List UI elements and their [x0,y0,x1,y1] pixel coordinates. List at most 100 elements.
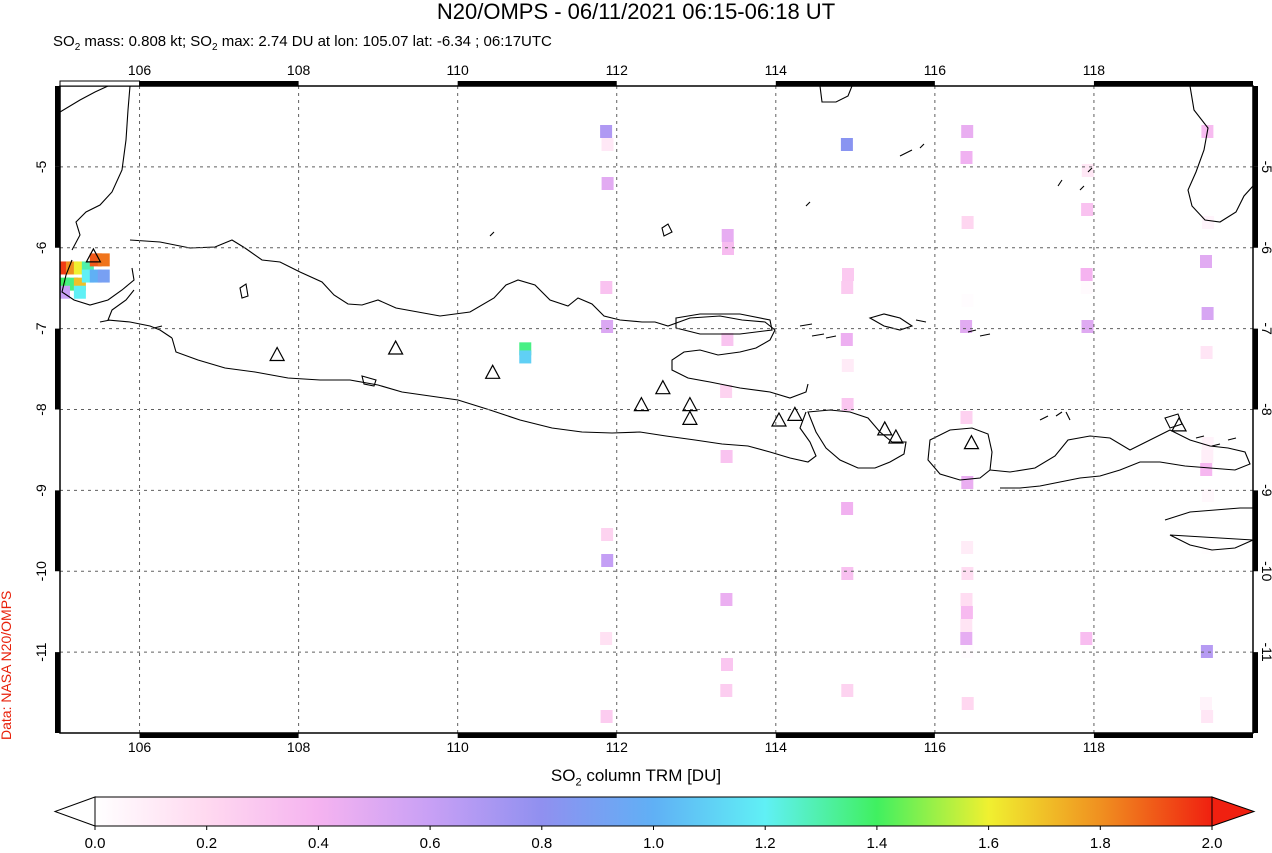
so2-pixel [0,619,12,632]
so2-pixel [1081,164,1094,177]
so2-pixel [0,528,12,541]
so2-pixel [1081,320,1094,333]
so2-pixel [0,437,12,450]
so2-pixel [0,99,12,112]
so2-pixel [0,86,12,99]
so2-pixel [0,372,12,385]
so2-pixel [0,242,12,255]
so2-pixel [0,671,12,684]
so2-pixel [0,281,12,294]
so2-pixel [0,554,12,567]
so2-pixel [0,346,12,359]
colorbar-tick-label: 0.2 [196,835,217,852]
so2-pixel [0,216,12,229]
so2-pixel [0,229,12,242]
so2-pixel [0,658,12,671]
so2-pixel [0,580,12,593]
so2-pixel [0,307,12,320]
frame-tick-bars [55,80,1258,738]
so2-pixel [0,294,12,307]
colorbar-tick-label: 0.6 [420,835,441,852]
so2-pixel [0,268,12,281]
so2-pixel [0,515,12,528]
so2-pixel [0,489,12,502]
frame-bar-top [59,80,141,87]
so2-pixel [0,307,12,320]
so2-pixel [0,671,12,684]
so2-pixel [0,125,12,138]
so2-pixel [0,684,12,697]
so2-pixel [0,281,12,294]
so2-pixel [0,255,12,268]
so2-pixel [0,450,12,463]
so2-pixel [0,424,12,437]
so2-pixel [0,515,12,528]
so2-pixel [0,437,12,450]
so2-pixel [0,554,12,567]
so2-pixel [0,593,12,606]
so2-pixel [0,372,12,385]
so2-pixel [0,437,12,450]
so2-pixel [0,190,12,203]
so2-pixel [0,346,12,359]
frame-bar-right [1253,328,1258,410]
so2-pixel [0,710,12,723]
so2-pixel [1200,463,1213,476]
so2-pixel [961,567,974,580]
so2-pixel [0,255,12,268]
so2-pixel [0,307,12,320]
so2-pixel [0,268,12,281]
y-tick-label-right: -9 [1259,484,1272,497]
so2-pixel [0,216,12,229]
so2-pixel [0,164,12,177]
so2-pixel [0,333,12,346]
so2-pixel [0,99,12,112]
so2-pixel [0,554,12,567]
so2-pixel [0,567,12,580]
so2-pixel [0,242,12,255]
so2-pixel [0,268,12,281]
so2-pixel [0,125,12,138]
so2-pixel [0,333,12,346]
so2-pixel [0,502,12,515]
so2-pixel [0,99,12,112]
so2-pixel [0,541,12,554]
so2-pixel [0,684,12,697]
so2-pixel [0,476,12,489]
so2-pixel [0,437,12,450]
so2-pixel [0,229,12,242]
so2-pixel [0,515,12,528]
so2-pixel [0,281,12,294]
so2-pixel [0,268,12,281]
so2-pixel [0,632,12,645]
so2-pixel [0,398,12,411]
so2-pixel [0,710,12,723]
so2-pixel [0,333,12,346]
colorbar-tick-label: 0.8 [531,835,552,852]
so2-pixel [0,658,12,671]
so2-pixel [0,281,12,294]
so2-pixel [0,99,12,112]
so2-pixel [0,541,12,554]
so2-pixel [0,125,12,138]
so2-pixel [0,515,12,528]
so2-pixel [0,437,12,450]
so2-pixel [0,112,12,125]
so2-pixel [0,112,12,125]
so2-pixel [0,606,12,619]
so2-pixel [0,541,12,554]
x-tick-label-top: 106 [128,62,152,78]
so2-pixel [0,346,12,359]
so2-pixel [0,424,12,437]
so2-pixel [0,385,12,398]
so2-pixel [0,281,12,294]
so2-pixel [0,606,12,619]
so2-pixel [0,86,12,99]
so2-pixel [0,671,12,684]
frame-bar-right [1253,652,1258,733]
so2-pixel [0,294,12,307]
so2-pixel [0,632,12,645]
so2-pixel [0,203,12,216]
so2-pixel [0,502,12,515]
so2-pixel [0,346,12,359]
